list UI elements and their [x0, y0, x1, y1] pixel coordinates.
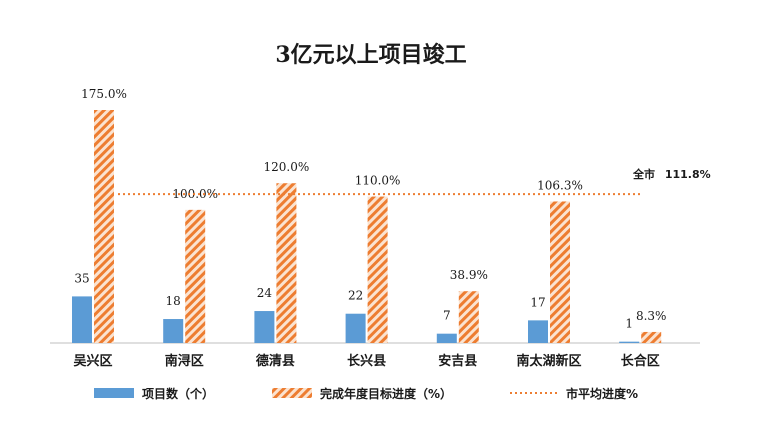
bar-project-count	[345, 313, 366, 343]
average-reference-label-value: 111.8%	[665, 168, 711, 181]
bar-project-count	[72, 296, 92, 343]
bar-project-count	[619, 341, 640, 343]
x-tick-label: 吴兴区	[73, 353, 112, 369]
bar-project-count	[436, 333, 457, 343]
data-label-target-progress: 8.3%	[636, 309, 667, 323]
bar-project-count	[254, 311, 275, 343]
bar-target-progress	[550, 201, 570, 343]
bar-target-progress	[367, 196, 388, 343]
legend: 项目数（个） 完成年度目标进度（%） 市平均进度%	[94, 386, 638, 401]
bar-project-count	[528, 320, 548, 343]
x-tick-label: 长兴县	[347, 353, 386, 369]
category-labels-layer: 吴兴区 南浔区 德清县 长兴县 安吉县 南太湖新区 长合区	[73, 353, 659, 369]
legend-label-project-count: 项目数（个）	[142, 386, 214, 401]
chart-title: 3亿元以上项目竣工	[275, 42, 466, 68]
legend-swatch-project-count	[94, 388, 134, 398]
data-label-project-count: 18	[166, 294, 181, 308]
bar-target-progress	[458, 291, 479, 343]
x-tick-label: 德清县	[256, 353, 295, 369]
data-label-target-progress: 120.0%	[264, 160, 310, 174]
data-label-project-count: 35	[74, 271, 89, 285]
data-label-project-count: 24	[257, 286, 273, 300]
legend-label-city-average: 市平均进度%	[566, 386, 638, 401]
x-tick-label: 安吉县	[438, 353, 477, 369]
bar-target-progress	[641, 331, 662, 343]
data-label-project-count: 7	[443, 309, 451, 323]
legend-swatch-target-progress	[272, 388, 312, 398]
x-tick-label: 长合区	[621, 353, 660, 369]
data-label-target-progress: 38.9%	[450, 268, 488, 282]
data-label-target-progress: 110.0%	[355, 174, 401, 188]
x-tick-label: 南浔区	[165, 353, 204, 369]
bar-target-progress	[276, 183, 297, 343]
average-reference: 全市 111.8%	[118, 167, 711, 196]
legend-label-target-progress: 完成年度目标进度（%）	[320, 386, 452, 401]
data-label-target-progress: 175.0%	[81, 87, 127, 101]
average-reference-label-prefix: 全市	[632, 167, 655, 181]
data-label-project-count: 17	[530, 295, 545, 309]
bar-target-progress	[185, 209, 206, 343]
bar-project-count	[163, 319, 184, 343]
bars-layer	[72, 110, 662, 343]
data-label-project-count: 1	[625, 317, 633, 331]
data-label-project-count: 22	[348, 289, 363, 303]
average-reference-label: 全市 111.8%	[632, 167, 711, 181]
bar-target-progress	[94, 110, 114, 343]
data-label-target-progress: 100.0%	[172, 187, 218, 201]
data-label-target-progress: 106.3%	[537, 178, 583, 192]
x-tick-label: 南太湖新区	[516, 353, 581, 369]
value-labels-layer: 35 175.0% 18 100.0% 24 120.0% 22 110.0% 7 38.9% 17…	[74, 87, 666, 331]
